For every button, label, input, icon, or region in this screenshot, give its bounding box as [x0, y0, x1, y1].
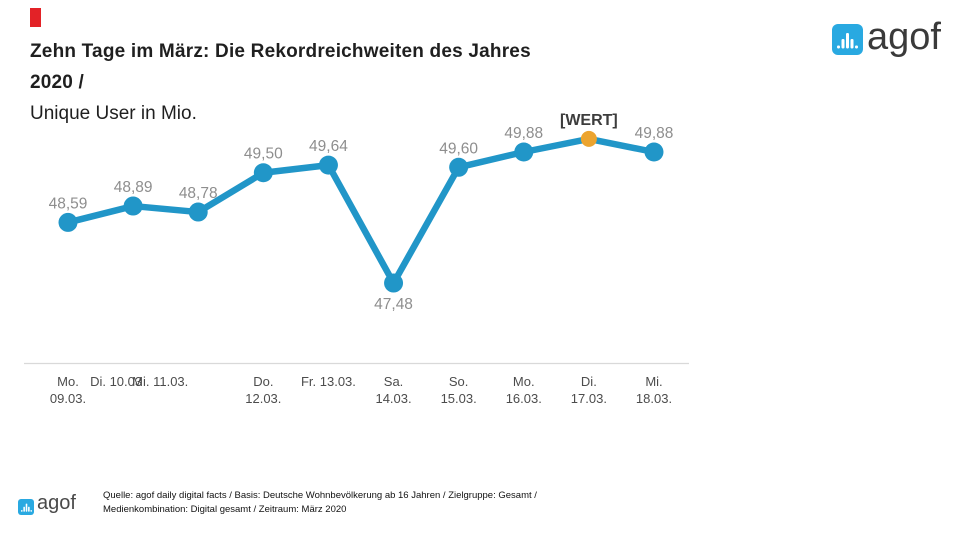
- title-line1: Zehn Tage im März: Die Rekordreichweiten…: [30, 41, 531, 62]
- x-axis-label: Di. 10.03: [90, 374, 142, 389]
- x-axis-label: Mi. 11.03.: [132, 374, 188, 389]
- svg-text:48,89: 48,89: [114, 179, 153, 196]
- svg-text:49,88: 49,88: [504, 125, 543, 142]
- svg-text:[WERT]: [WERT]: [560, 112, 618, 129]
- title-line2: 2020 /: [30, 72, 85, 93]
- footer: agof Quelle: agof daily digital facts / …: [0, 485, 960, 530]
- svg-text:48,78: 48,78: [179, 185, 218, 202]
- svg-text:49,64: 49,64: [309, 138, 348, 155]
- chart-subtitle: Unique User in Mio.: [30, 103, 197, 124]
- footer-bar-chart-icon: [18, 499, 34, 515]
- svg-text:49,50: 49,50: [244, 146, 283, 163]
- x-axis-label: So. 15.03.: [441, 374, 477, 406]
- bar-chart-icon: [832, 24, 863, 55]
- x-axis-label: Mi. 18.03.: [636, 374, 672, 406]
- footer-agof-logo-text: agof: [37, 492, 76, 514]
- x-axis-label: Fr. 13.03.: [301, 374, 356, 389]
- source-note: Quelle: agof daily digital facts / Basis…: [103, 489, 643, 517]
- svg-text:47,48: 47,48: [374, 296, 413, 313]
- x-axis-label: Mo. 16.03.: [506, 374, 542, 406]
- x-axis-label: Mo. 09.03.: [50, 374, 86, 406]
- red-accent-bar: [30, 8, 41, 27]
- source-line2: Medienkombination: Digital gesamt / Zeit…: [103, 504, 347, 515]
- source-line1: Quelle: agof daily digital facts / Basis…: [103, 490, 537, 501]
- page-title: Zehn Tage im März: Die Rekordreichweiten…: [30, 36, 670, 129]
- x-axis-label: Sa. 14.03.: [375, 374, 411, 406]
- svg-text:48,59: 48,59: [49, 195, 88, 212]
- x-axis-label: Do. 12.03.: [245, 374, 281, 406]
- agof-logo-text: agof: [867, 16, 941, 58]
- x-axis-label: Di. 17.03.: [571, 374, 607, 406]
- svg-text:49,60: 49,60: [439, 140, 478, 157]
- svg-text:49,88: 49,88: [635, 125, 674, 142]
- line-chart: 48,59 48,89 48,78 49,50 49,64 47,48 49,60 49,88…: [24, 112, 689, 406]
